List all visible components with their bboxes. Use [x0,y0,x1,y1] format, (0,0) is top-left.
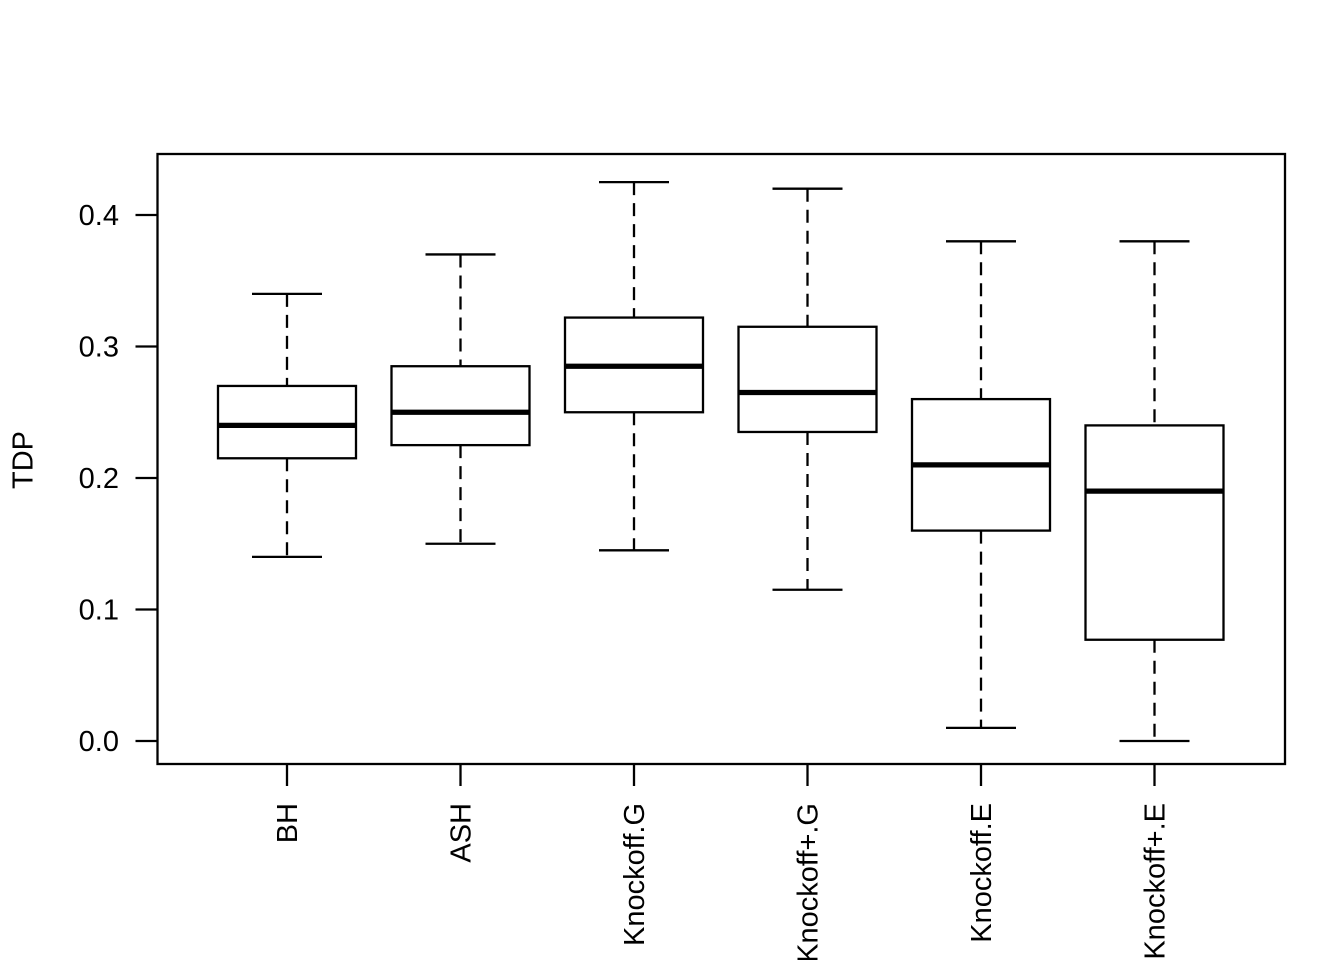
x-tick-label: Knockoff+.G [793,803,825,960]
y-tick-label: 0.3 [79,332,119,364]
y-tick-label: 0.1 [79,595,119,627]
iqr-box [390,365,531,447]
x-tick-label: ASH [446,803,478,863]
x-tick-label: BH [272,803,304,843]
x-tick-label: Knockoff.G [619,803,651,946]
y-tick-label: 0.0 [79,726,119,758]
iqr-box [216,384,358,460]
iqr-box [737,325,878,434]
y-tick-label: 0.2 [79,463,119,495]
iqr-box [1084,424,1225,641]
plot-border [156,152,1287,766]
x-tick-label: Knockoff+.E [1140,803,1172,960]
y-axis-title: TDP [7,431,40,489]
x-tick-label: Knockoff.E [966,803,998,943]
y-tick-label: 0.4 [79,200,119,232]
